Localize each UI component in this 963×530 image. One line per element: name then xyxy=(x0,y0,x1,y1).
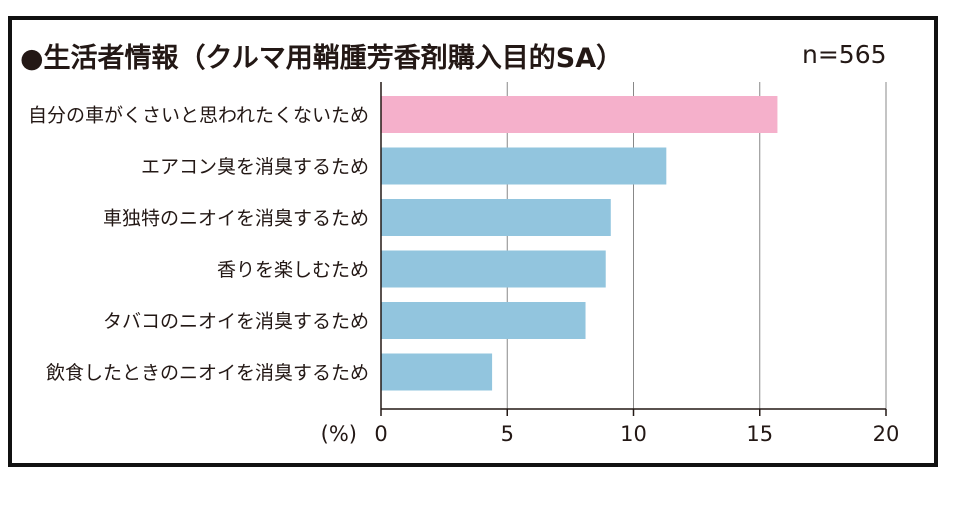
category-label: 飲食したときのニオイを消臭するため xyxy=(46,362,369,384)
bar xyxy=(381,96,778,133)
x-tick-label: 10 xyxy=(620,422,647,446)
x-tick-label: 5 xyxy=(501,422,514,446)
chart-frame xyxy=(8,16,938,467)
category-label: 自分の車がくさいと思われたくないため xyxy=(28,105,369,127)
bar xyxy=(381,353,493,391)
x-tick-label: 15 xyxy=(746,422,773,446)
x-tick-label: 20 xyxy=(873,422,900,446)
bar xyxy=(381,147,667,185)
chart-title: ●生活者情報（クルマ用鞘腫芳香剤購入目的SA） xyxy=(20,43,624,74)
bar xyxy=(381,199,611,236)
x-tick-label: 0 xyxy=(374,422,387,446)
category-label: エアコン臭を消臭するため xyxy=(141,156,369,178)
bar xyxy=(381,250,606,288)
category-label: タバコのニオイを消臭するため xyxy=(103,311,369,333)
category-label: 車独特のニオイを消臭するため xyxy=(103,208,369,230)
x-unit-label: (%) xyxy=(321,422,357,446)
bar xyxy=(381,302,586,339)
category-label: 香りを楽しむため xyxy=(217,259,369,281)
sample-size-label: n=565 xyxy=(802,40,887,69)
